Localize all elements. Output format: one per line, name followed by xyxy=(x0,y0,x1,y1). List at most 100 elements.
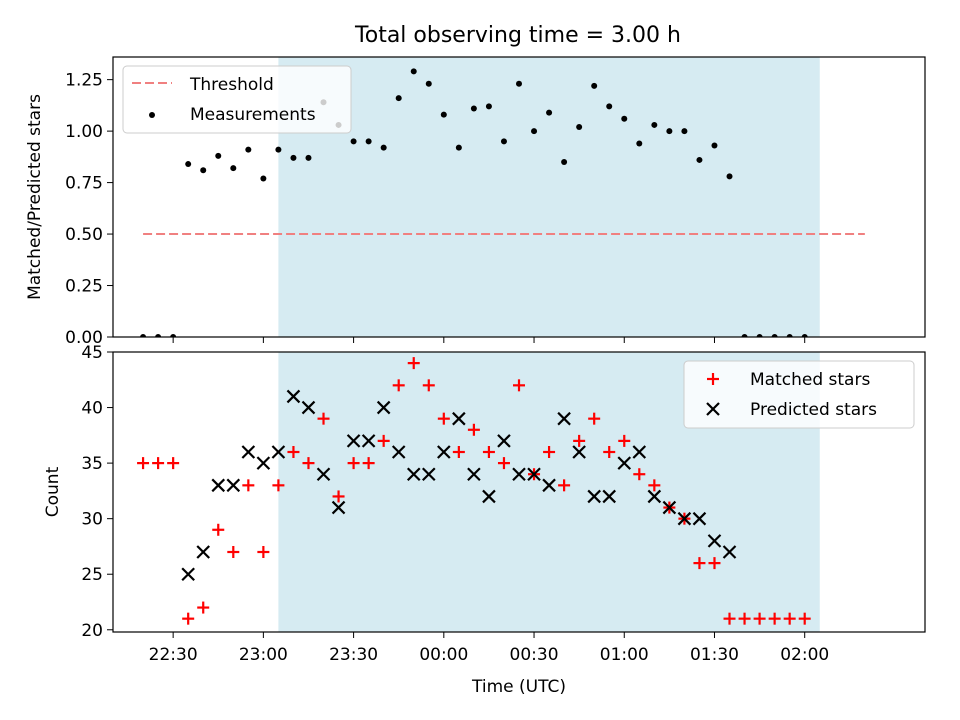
predicted-star-marker xyxy=(647,489,662,504)
matched-star-marker xyxy=(558,479,571,492)
measurement-point xyxy=(485,103,492,110)
predicted-star-marker xyxy=(331,500,346,515)
y-tick-label: 25 xyxy=(81,565,103,585)
matched-star-marker xyxy=(212,523,225,536)
measurement-point xyxy=(756,334,763,337)
predicted-star-marker xyxy=(677,511,692,526)
measurement-point xyxy=(576,124,583,130)
measurement-point xyxy=(155,334,162,337)
predicted-star-marker xyxy=(542,478,556,493)
y-tick-label: 40 xyxy=(81,399,103,419)
matched-star-marker xyxy=(497,457,510,470)
bottom-legend: Matched stars Predicted stars xyxy=(683,360,915,429)
predicted-star-marker xyxy=(196,545,211,559)
matched-star-marker xyxy=(137,457,150,470)
y-tick-label: 1.00 xyxy=(65,122,103,142)
measurement-point xyxy=(140,334,147,337)
y-tick-label: 0.75 xyxy=(65,174,103,194)
measurement-point xyxy=(591,82,598,89)
predicted-star-marker xyxy=(391,445,406,459)
measurement-point xyxy=(365,138,372,145)
predicted-star-marker xyxy=(346,434,361,448)
matched-star-marker xyxy=(422,379,435,392)
x-tick-label: 01:00 xyxy=(600,645,649,665)
measurement-point xyxy=(606,103,613,110)
predicted-star-marker xyxy=(692,511,707,526)
x-tick-label: 00:30 xyxy=(510,645,559,665)
matched-star-marker xyxy=(272,479,285,492)
x-tick-label: 23:00 xyxy=(239,645,288,665)
measurement-point xyxy=(651,121,658,128)
predicted-star-marker xyxy=(286,389,301,404)
y-axis-label: Count xyxy=(43,466,63,517)
matched-star-marker xyxy=(227,546,240,558)
x-axis-label: Time (UTC) xyxy=(471,677,566,697)
predicted-star-marker xyxy=(722,545,737,559)
predicted-star-marker xyxy=(256,456,271,470)
x-tick-label: 00:00 xyxy=(419,645,468,665)
matched-star-marker xyxy=(603,446,616,458)
measurement-point xyxy=(711,142,718,149)
matched-star-marker xyxy=(257,546,270,558)
predicted-star-marker xyxy=(497,434,511,448)
measurement-point xyxy=(440,111,447,118)
predicted-star-marker xyxy=(226,478,241,493)
measurement-point xyxy=(741,334,748,337)
top-legend-box xyxy=(122,65,352,134)
predicted-star-marker xyxy=(211,478,226,493)
matched-star-marker xyxy=(798,612,811,625)
measurement-point xyxy=(696,156,703,163)
matched-star-marker xyxy=(437,412,450,425)
measurement-point xyxy=(516,80,522,87)
measurement-point xyxy=(350,138,357,145)
measurement-point xyxy=(395,95,402,102)
matched-star-marker xyxy=(633,468,646,481)
chart-title: Total observing time = 3.00 h xyxy=(354,23,681,48)
y-tick-label: 30 xyxy=(81,510,103,530)
measurement-point xyxy=(531,128,538,135)
matched-star-marker xyxy=(167,457,180,470)
matched-star-marker xyxy=(362,457,375,470)
plot-area xyxy=(140,57,865,337)
measurement-point xyxy=(200,167,207,174)
matched-star-marker xyxy=(302,457,315,470)
top-axes-frame xyxy=(112,56,926,338)
matched-star-marker xyxy=(377,434,390,447)
y-tick-label: 45 xyxy=(81,343,103,363)
measurement-point xyxy=(546,109,553,116)
legend-measurements-label: Measurements xyxy=(190,105,316,125)
predicted-star-marker xyxy=(527,467,541,482)
matched-star-marker xyxy=(392,379,405,392)
measurement-point xyxy=(170,334,177,337)
matched-star-marker xyxy=(738,612,751,625)
matched-star-marker xyxy=(482,446,495,458)
predicted-star-marker xyxy=(662,500,677,515)
predicted-star-marker xyxy=(572,445,586,459)
predicted-star-marker xyxy=(376,400,391,415)
measurement-point xyxy=(185,161,192,168)
measurement-point xyxy=(380,144,387,151)
legend-measurement-swatch xyxy=(149,112,155,118)
matched-star-marker xyxy=(452,446,465,458)
matched-star-marker xyxy=(693,557,706,570)
predicted-star-marker xyxy=(241,445,256,459)
y-axis-label: Matched/Predicted stars xyxy=(25,94,45,300)
predicted-star-marker xyxy=(482,489,496,504)
matched-star-marker xyxy=(287,446,300,458)
legend-predicted-swatch xyxy=(706,402,720,416)
matched-star-marker xyxy=(182,612,195,625)
observing-window-shade xyxy=(278,57,820,337)
measurement-point xyxy=(455,144,462,151)
predicted-star-marker xyxy=(707,534,722,548)
matched-star-marker xyxy=(543,446,556,458)
x-tick-label: 22:30 xyxy=(149,645,198,665)
x-tick-label: 01:30 xyxy=(690,645,739,665)
legend-matched-swatch xyxy=(707,373,719,385)
top-legend: Threshold Measurements xyxy=(122,65,352,134)
measurement-point xyxy=(681,128,688,135)
measurement-point xyxy=(305,154,312,161)
predicted-star-marker xyxy=(181,567,195,582)
matched-star-marker xyxy=(648,479,661,492)
predicted-star-marker xyxy=(632,445,647,459)
